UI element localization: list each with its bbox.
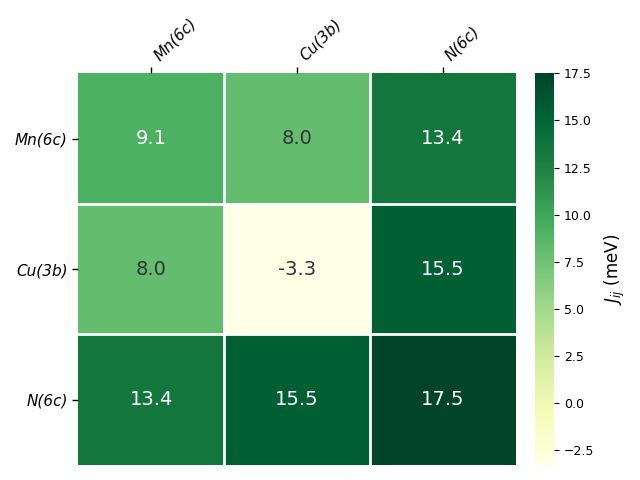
Text: 17.5: 17.5 [421, 390, 465, 409]
Text: 15.5: 15.5 [421, 260, 465, 279]
Text: 15.5: 15.5 [275, 390, 319, 409]
Text: 13.4: 13.4 [421, 129, 465, 148]
Text: -3.3: -3.3 [278, 260, 316, 279]
Text: 8.0: 8.0 [136, 260, 166, 279]
Text: 13.4: 13.4 [129, 390, 173, 409]
Y-axis label: $\it{J_{ij}}$ (meV): $\it{J_{ij}}$ (meV) [603, 234, 627, 305]
Text: 9.1: 9.1 [136, 129, 166, 148]
Text: 8.0: 8.0 [282, 129, 312, 148]
